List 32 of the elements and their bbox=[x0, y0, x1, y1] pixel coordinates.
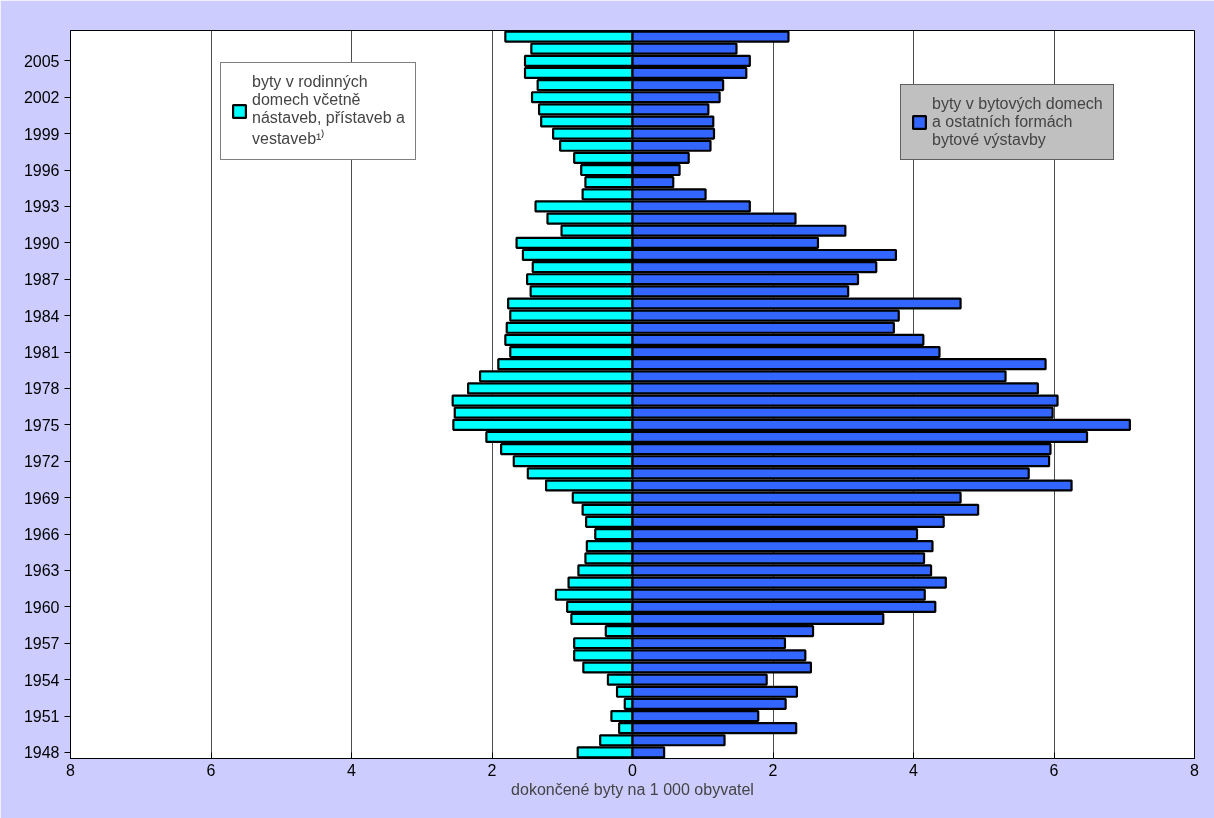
x-tick-label: 0 bbox=[628, 761, 638, 779]
y-tick-label: 1999 bbox=[23, 125, 60, 143]
y-tick-label: 1990 bbox=[23, 234, 60, 252]
y-tick-label: 1969 bbox=[23, 489, 60, 507]
x-tick-label: 4 bbox=[347, 761, 357, 779]
x-tick-label: 6 bbox=[1049, 761, 1059, 779]
y-tick-label: 1978 bbox=[23, 380, 60, 398]
y-tick-label: 1975 bbox=[23, 416, 60, 434]
y-tick-label: 1984 bbox=[23, 307, 60, 325]
y-tick-label: 1954 bbox=[23, 671, 60, 689]
y-tick-label: 1993 bbox=[23, 198, 60, 216]
y-tick-label: 1948 bbox=[23, 744, 60, 762]
y-tick-label: 1966 bbox=[23, 526, 60, 544]
y-tick-label: 1957 bbox=[23, 635, 60, 653]
x-tick-label: 6 bbox=[206, 761, 216, 779]
y-tick-label: 1981 bbox=[23, 344, 60, 362]
y-tick-label: 1996 bbox=[23, 162, 60, 180]
x-tick-label: 2 bbox=[487, 761, 497, 779]
y-tick-label: 1951 bbox=[23, 708, 60, 726]
y-tick-label: 1972 bbox=[23, 453, 60, 471]
y-tick-label: 1960 bbox=[23, 598, 60, 616]
legend-label: byty v bytových domech a ostatních formách bytové výstavby bbox=[932, 95, 1103, 149]
x-axis-title: dokončené byty na 1 000 obyvatel bbox=[511, 780, 754, 798]
x-tick-label: 2 bbox=[768, 761, 778, 779]
y-tick-label: 1963 bbox=[23, 562, 60, 580]
y-tick-label: 2005 bbox=[23, 52, 60, 70]
y-tick-label: 1987 bbox=[23, 271, 60, 289]
x-tick-label: 8 bbox=[1190, 761, 1200, 779]
legend-label: byty v rodinných domech včetně nástaveb, přístaveb a vestaveb¹⁾ bbox=[252, 73, 405, 149]
y-tick-label: 2002 bbox=[23, 89, 60, 107]
x-tick-label: 4 bbox=[909, 761, 919, 779]
x-tick-label: 8 bbox=[66, 761, 76, 779]
